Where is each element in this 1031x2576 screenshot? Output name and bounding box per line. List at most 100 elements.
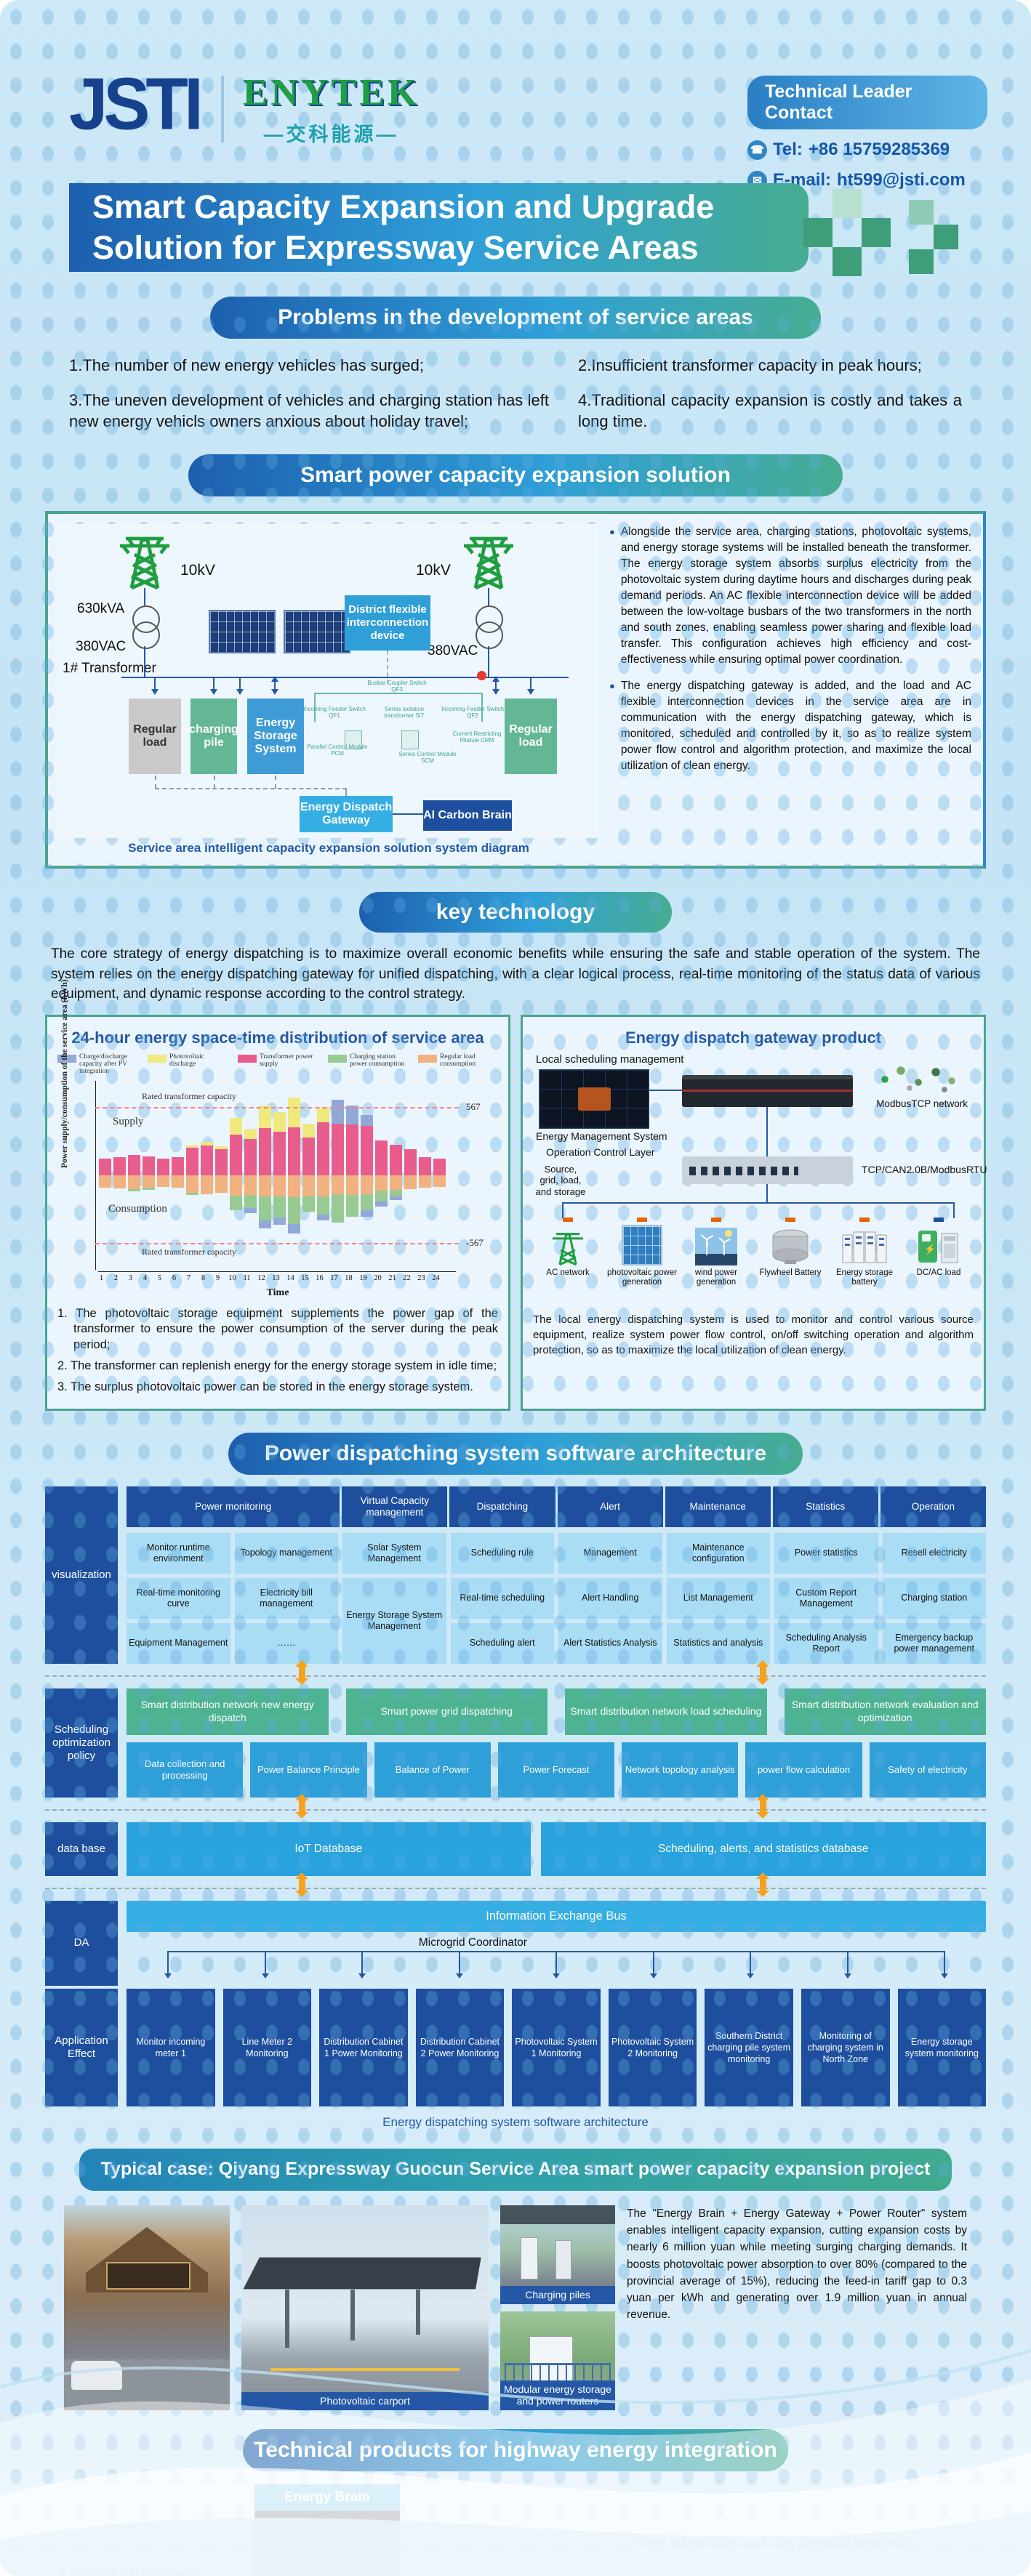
device-row: AC network photovoltaic power generation… xyxy=(533,1217,974,1287)
circuit-label: Busbar Coupler Switch QF3 xyxy=(367,680,427,693)
tel-value: +86 15759285369 xyxy=(808,140,950,159)
flow-arrow-icon xyxy=(756,1793,770,1819)
rated-annotation-bottom: Rated transformer capacity xyxy=(142,1246,236,1257)
device-flywheel: Flywheel Battery xyxy=(755,1217,825,1287)
chart-note: 1. The photovoltaic storage equipment su… xyxy=(57,1306,498,1351)
teal-box: Data collection and processing xyxy=(127,1742,244,1798)
circuit-line xyxy=(314,693,481,694)
solution-bullet: The energy dispatching gateway is added,… xyxy=(620,680,971,773)
source-grid-load-storage-label: Source, grid, load, and storage xyxy=(535,1163,586,1197)
chart-legend: Charge/discharge capacity after PV integ… xyxy=(57,1053,498,1075)
products-section: Energy Brain 1 platform + 6 hardware pro… xyxy=(51,2484,980,2576)
vis-cell: Charging station xyxy=(882,1577,986,1619)
kva-label: 630kVA xyxy=(77,601,125,617)
advantages: Four advantages of the product system: 1… xyxy=(633,2484,980,2576)
connector-icon xyxy=(563,1217,573,1222)
curb-line xyxy=(270,2367,460,2371)
modbus-label: ModbusTCP network xyxy=(876,1098,968,1109)
enytek-logo-chinese: —交科能源— xyxy=(263,124,399,145)
contact-badge: Technical Leader Contact xyxy=(747,76,987,129)
circuit-label: Parallel Control Module PCM xyxy=(307,744,368,757)
application-boxes: Monitor incoming meter 1 Line Meter 2 Mo… xyxy=(127,1988,987,2106)
title-line1: Smart Capacity Expansion and Upgrade xyxy=(92,188,715,225)
vis-cell: List Management xyxy=(666,1577,770,1619)
vis-cell: Alert Statistics Analysis xyxy=(558,1622,662,1664)
typical-case-row: Photovoltaic carport Charging piles Modu… xyxy=(64,2205,967,2410)
vis-cell: Emergency backup power management xyxy=(882,1622,986,1664)
bus-node-dot xyxy=(477,671,486,681)
app-box: Line Meter 2 Monitoring xyxy=(222,1988,312,2106)
band-da: DA Information Exchange Bus Microgrid Co… xyxy=(45,1900,986,1986)
solution-bullet: Alongside the service area, charging sta… xyxy=(620,526,971,667)
band-application: Application Effect Monitor incoming mete… xyxy=(45,1988,987,2106)
band-scheduling: Scheduling optimization policy Smart dis… xyxy=(45,1688,986,1798)
wind-power-icon xyxy=(681,1223,751,1265)
left-label-database: data base xyxy=(45,1822,118,1876)
ref-label-top: 567 xyxy=(466,1101,481,1113)
connector-icon xyxy=(934,1217,944,1222)
circuit-label: Incoming Feeder Switch QF2 xyxy=(441,706,504,720)
vis-cell: Scheduling rule xyxy=(450,1532,554,1574)
regular-load-right-box: Regular load xyxy=(505,699,557,775)
vis-cell: Real-time monitoring curve xyxy=(127,1577,230,1619)
app-box: Monitoring of charging system in North Z… xyxy=(801,1988,890,2106)
left-label-scheduling: Scheduling optimization policy xyxy=(45,1688,118,1798)
teal-box: Network topology analysis xyxy=(622,1742,739,1798)
tel-label: Tel: xyxy=(773,140,803,159)
header-cell: Operation xyxy=(880,1486,986,1527)
legend-item: Transformer power supply xyxy=(238,1053,318,1075)
key-technology-intro: The core strategy of energy dispatching … xyxy=(51,946,980,1002)
switch-icon xyxy=(682,1156,853,1184)
power-module-icon xyxy=(401,730,419,750)
solution-diagram-caption: Service area intelligent capacity expans… xyxy=(128,841,529,856)
enytek-logo: ENYTEK —交科能源— xyxy=(243,71,420,147)
band-visualization: visualization Power monitoring Virtual C… xyxy=(45,1486,986,1664)
kv-label-right: 10kV xyxy=(416,562,451,579)
chart-bars xyxy=(95,1080,446,1270)
carport-canopy-shape xyxy=(243,2257,481,2290)
carport-post xyxy=(416,2289,420,2335)
flow-arrow-icon xyxy=(295,1659,309,1685)
chart-plot: Power supply/consumption of the service … xyxy=(60,979,494,1299)
ai-carbon-brain-box: AI Carbon Brain xyxy=(423,800,512,832)
consumption-annotation: Consumption xyxy=(108,1202,167,1215)
header-cell: Statistics xyxy=(772,1486,878,1527)
ems-label: Energy Management System xyxy=(536,1130,667,1142)
flow-arrow-icon xyxy=(295,1793,309,1819)
green-box: Smart power grid dispatching xyxy=(345,1688,547,1735)
rated-capacity-line-top xyxy=(95,1107,459,1109)
vis-cell: Scheduling Analysis Report xyxy=(774,1622,878,1664)
regular-load-left-box: Regular load xyxy=(129,699,181,775)
scheduling-green-row: Smart distribution network new energy di… xyxy=(127,1688,986,1735)
device-label: Energy storage battery xyxy=(836,1268,893,1287)
header-cell: Maintenance xyxy=(665,1486,771,1527)
iot-database-box: IoT Database xyxy=(127,1822,531,1876)
header-cell: Alert xyxy=(557,1486,663,1527)
building-sign-shape xyxy=(106,2261,190,2290)
device-label: DC/AC load xyxy=(916,1268,961,1277)
architecture: visualization Power monitoring Virtual C… xyxy=(45,1486,987,2130)
deco-square xyxy=(862,218,891,247)
carport-post xyxy=(285,2289,289,2348)
supply-annotation: Supply xyxy=(113,1115,144,1127)
vis-cell: Real-time scheduling xyxy=(450,1577,554,1619)
device-label: AC network xyxy=(546,1268,590,1277)
device-label: Flywheel Battery xyxy=(759,1268,822,1277)
gateway-paragraph: The local energy dispatching system is u… xyxy=(533,1313,974,1356)
vis-cell: Equipment Management xyxy=(127,1622,230,1664)
app-box: Photovoltaic System 2 Monitoring xyxy=(608,1988,697,2106)
server-icon xyxy=(682,1074,853,1107)
charging-piles-photo: Charging piles xyxy=(500,2205,615,2304)
chart-ylabel: Power supply/consumption of the service … xyxy=(60,979,69,1168)
phone-icon: ☎ xyxy=(747,140,767,160)
modbus-network-icon xyxy=(876,1057,963,1098)
transformer1-label: 1# Transformer xyxy=(63,661,156,677)
vis-cell: Topology management xyxy=(234,1532,338,1574)
energy-brain-dashboard xyxy=(254,2510,400,2576)
device-photovoltaic: photovoltaic power generation xyxy=(607,1217,677,1287)
vac-right-label: 380VAC xyxy=(428,643,478,659)
problem-item: 3.The uneven development of vehicles and… xyxy=(69,390,549,431)
app-box: Energy storage system monitoring xyxy=(897,1988,987,2106)
legend-item: Regular load consumption xyxy=(418,1053,498,1075)
gateway-panel-title: Energy dispatch gateway product xyxy=(625,1028,882,1047)
